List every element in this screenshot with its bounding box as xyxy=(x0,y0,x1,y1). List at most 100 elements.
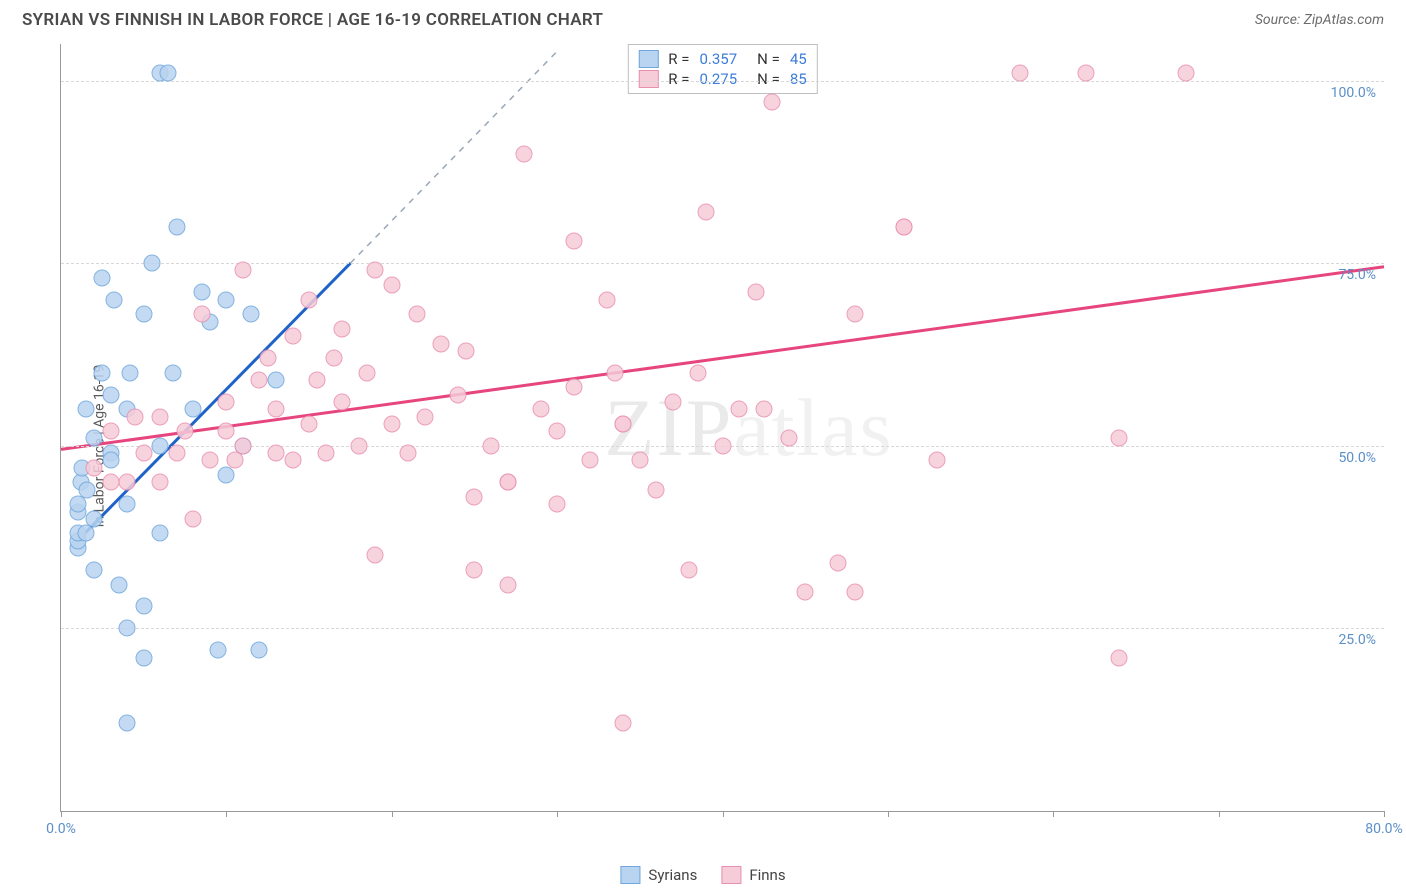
data-point xyxy=(152,408,169,425)
data-point xyxy=(383,415,400,432)
data-point xyxy=(648,481,665,498)
data-point xyxy=(185,510,202,527)
y-tick-label: 75.0% xyxy=(1338,267,1376,283)
data-point xyxy=(466,488,483,505)
data-point xyxy=(929,452,946,469)
data-point xyxy=(1111,430,1128,447)
data-point xyxy=(350,437,367,454)
data-point xyxy=(689,364,706,381)
data-point xyxy=(165,364,182,381)
data-point xyxy=(86,459,103,476)
data-point xyxy=(102,474,119,491)
data-point xyxy=(846,306,863,323)
data-point xyxy=(86,561,103,578)
legend-swatch xyxy=(638,50,658,68)
series-legend-label: Finns xyxy=(749,866,785,884)
trend-lines xyxy=(61,44,1384,811)
data-point xyxy=(135,306,152,323)
r-value: 0.275 xyxy=(699,70,737,88)
n-value: 85 xyxy=(790,70,807,88)
n-label: N = xyxy=(757,50,780,68)
data-point xyxy=(102,386,119,403)
data-point xyxy=(86,430,103,447)
data-point xyxy=(267,401,284,418)
data-point xyxy=(1111,649,1128,666)
data-point xyxy=(69,496,86,513)
data-point xyxy=(94,269,111,286)
data-point xyxy=(77,525,94,542)
data-point xyxy=(631,452,648,469)
data-point xyxy=(267,445,284,462)
data-point xyxy=(193,284,210,301)
data-point xyxy=(102,452,119,469)
r-label: R = xyxy=(668,50,689,68)
data-point xyxy=(482,437,499,454)
data-point xyxy=(119,474,136,491)
data-point xyxy=(549,496,566,513)
gridline xyxy=(61,263,1384,264)
data-point xyxy=(317,445,334,462)
data-point xyxy=(830,554,847,571)
data-point xyxy=(714,437,731,454)
stats-legend-row: R =0.357N =45 xyxy=(638,49,806,69)
data-point xyxy=(731,401,748,418)
chart-container: In Labor Force | Age 16-19 ZIPatlas R =0… xyxy=(22,44,1384,848)
data-point xyxy=(681,561,698,578)
data-point xyxy=(400,445,417,462)
data-point xyxy=(110,576,127,593)
data-point xyxy=(234,437,251,454)
legend-swatch xyxy=(721,866,741,884)
series-legend-item: Syrians xyxy=(620,866,697,884)
data-point xyxy=(152,474,169,491)
data-point xyxy=(301,415,318,432)
r-value: 0.357 xyxy=(699,50,737,68)
y-tick-label: 50.0% xyxy=(1338,450,1376,466)
data-point xyxy=(135,598,152,615)
data-point xyxy=(218,393,235,410)
data-point xyxy=(1177,65,1194,82)
data-point xyxy=(764,94,781,111)
x-tick-label: 0.0% xyxy=(46,821,76,837)
data-point xyxy=(896,218,913,235)
data-point xyxy=(267,372,284,389)
data-point xyxy=(846,583,863,600)
x-tick-label: 80.0% xyxy=(1365,821,1403,837)
data-point xyxy=(408,306,425,323)
data-point xyxy=(218,291,235,308)
data-point xyxy=(797,583,814,600)
data-point xyxy=(201,452,218,469)
data-point xyxy=(367,547,384,564)
data-point xyxy=(135,445,152,462)
data-point xyxy=(458,342,475,359)
data-point xyxy=(615,715,632,732)
x-tick xyxy=(226,811,227,817)
data-point xyxy=(168,445,185,462)
x-tick xyxy=(888,811,889,817)
data-point xyxy=(449,386,466,403)
data-point xyxy=(135,649,152,666)
data-point xyxy=(218,466,235,483)
data-point xyxy=(367,262,384,279)
x-tick xyxy=(392,811,393,817)
data-point xyxy=(607,364,624,381)
data-point xyxy=(325,350,342,367)
data-point xyxy=(119,715,136,732)
data-point xyxy=(143,255,160,272)
data-point xyxy=(358,364,375,381)
data-point xyxy=(127,408,144,425)
chart-title: SYRIAN VS FINNISH IN LABOR FORCE | AGE 1… xyxy=(22,10,603,30)
x-tick xyxy=(557,811,558,817)
data-point xyxy=(218,423,235,440)
legend-swatch xyxy=(638,70,658,88)
data-point xyxy=(152,437,169,454)
data-point xyxy=(77,401,94,418)
data-point xyxy=(565,379,582,396)
data-point xyxy=(243,306,260,323)
data-point xyxy=(565,233,582,250)
data-point xyxy=(516,145,533,162)
data-point xyxy=(284,452,301,469)
data-point xyxy=(79,481,96,498)
data-point xyxy=(168,218,185,235)
data-point xyxy=(532,401,549,418)
data-point xyxy=(160,65,177,82)
